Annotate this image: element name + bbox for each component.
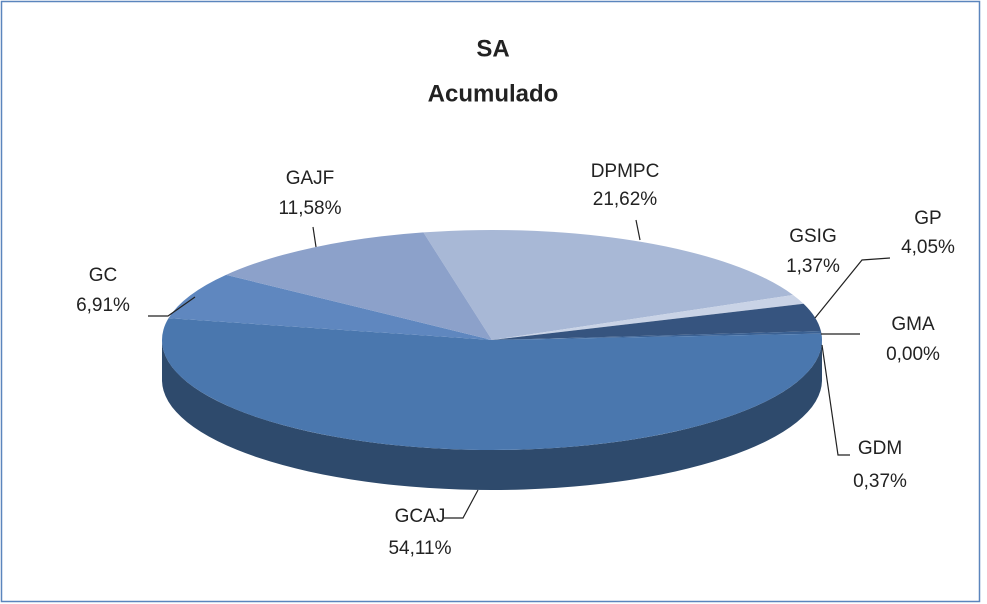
slice-label: DPMPC [591, 161, 660, 182]
slice-label: GSIG [789, 226, 837, 247]
slice-label: GCAJ [395, 506, 446, 527]
slice-label: GDM [858, 438, 902, 459]
slice-value-label: 6,91% [76, 295, 130, 316]
pie-slice [492, 294, 804, 340]
slice-value-label: 1,37% [786, 256, 840, 277]
slice-label: GMA [891, 314, 935, 335]
slice-label: GC [89, 265, 118, 286]
chart-subtitle: Acumulado [428, 80, 559, 107]
leader-line [635, 219, 641, 241]
leader-line [148, 296, 196, 317]
slice-label: GAJF [286, 168, 335, 189]
leader-line [443, 489, 479, 519]
pie-slice [492, 303, 821, 340]
leader-line [814, 257, 891, 319]
pie-slice-side [162, 340, 822, 490]
pie-slice [168, 274, 493, 340]
slice-label: GP [914, 208, 941, 229]
slice-value-label: 0,00% [886, 344, 940, 365]
leader-line [821, 344, 850, 456]
pie-slice [492, 331, 822, 340]
slice-value-label: 11,58% [278, 198, 341, 219]
pie-slice [161, 318, 823, 451]
chart-title: SA [476, 35, 509, 62]
slice-value-label: 0,37% [853, 471, 907, 492]
slice-value-label: 54,11% [388, 538, 451, 559]
pie-slice [423, 229, 794, 340]
leader-line [312, 226, 317, 248]
pie-slice [226, 232, 492, 340]
slice-value-label: 21,62% [593, 189, 658, 210]
slice-value-label: 4,05% [901, 237, 955, 258]
